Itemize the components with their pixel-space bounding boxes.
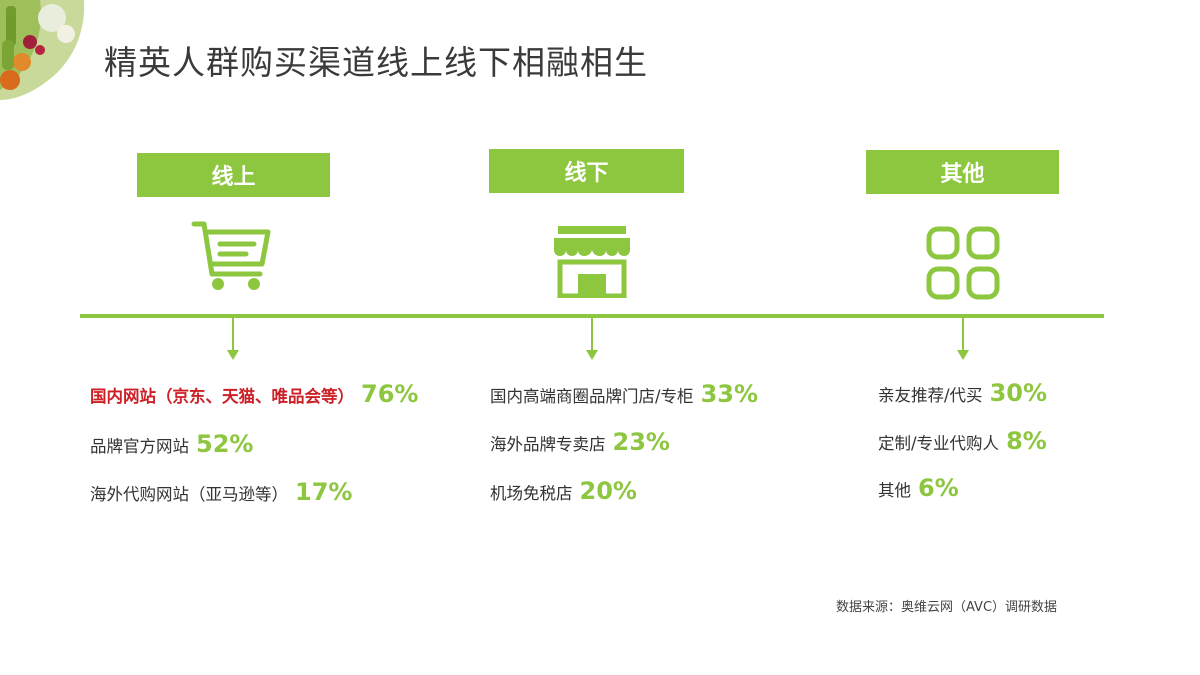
channel-percentage: 76% [361, 380, 419, 408]
four-squares-icon [926, 226, 1000, 300]
channel-label: 亲友推荐/代买 [878, 386, 983, 405]
channel-percentage: 23% [612, 428, 670, 456]
shopping-cart-icon [191, 221, 271, 290]
channel-percentage: 52% [196, 430, 254, 458]
channel-percentage: 20% [579, 477, 637, 505]
channel-percentage: 30% [989, 379, 1048, 407]
channel-label: 机场免税店 [490, 484, 573, 503]
down-arrow-icon [957, 318, 969, 360]
channel-percentage: 33% [700, 380, 759, 408]
channel-item: 其他 6% [878, 474, 959, 502]
category-header-other: 其他 [866, 150, 1059, 194]
category-header-online: 线上 [137, 153, 330, 197]
channel-item: 定制/专业代购人 8% [878, 427, 1047, 455]
channel-label: 海外品牌专卖店 [490, 435, 606, 454]
category-header-offline: 线下 [489, 149, 684, 193]
channel-item: 国内高端商圈品牌门店/专柜 33% [490, 380, 758, 408]
channel-percentage: 6% [918, 474, 959, 502]
channel-label: 国内高端商圈品牌门店/专柜 [490, 387, 694, 406]
channel-label: 海外代购网站（亚马逊等） [90, 485, 288, 504]
storefront-icon [554, 226, 630, 298]
data-source-note: 数据来源：奥维云网（AVC）调研数据 [836, 600, 1058, 615]
channel-percentage: 8% [1006, 427, 1047, 455]
channel-label: 其他 [878, 481, 911, 500]
corner-decoration-image [0, 0, 85, 100]
channel-item: 海外品牌专卖店 23% [490, 428, 670, 456]
channel-label: 品牌官方网站 [90, 437, 189, 456]
channel-item: 国内网站（京东、天猫、唯品会等） 76% [90, 380, 418, 408]
channel-item: 亲友推荐/代买 30% [878, 379, 1047, 407]
page-title: 精英人群购买渠道线上线下相融相生 [104, 43, 648, 82]
channel-percentage: 17% [295, 478, 353, 506]
channel-item: 机场免税店 20% [490, 477, 637, 505]
channel-item: 海外代购网站（亚马逊等） 17% [90, 478, 352, 506]
timeline-divider [80, 314, 1104, 318]
down-arrow-icon [227, 318, 239, 360]
channel-label: 国内网站（京东、天猫、唯品会等） [90, 387, 354, 406]
channel-label: 定制/专业代购人 [878, 434, 1000, 453]
down-arrow-icon [586, 318, 598, 360]
channel-item: 品牌官方网站 52% [90, 430, 253, 458]
